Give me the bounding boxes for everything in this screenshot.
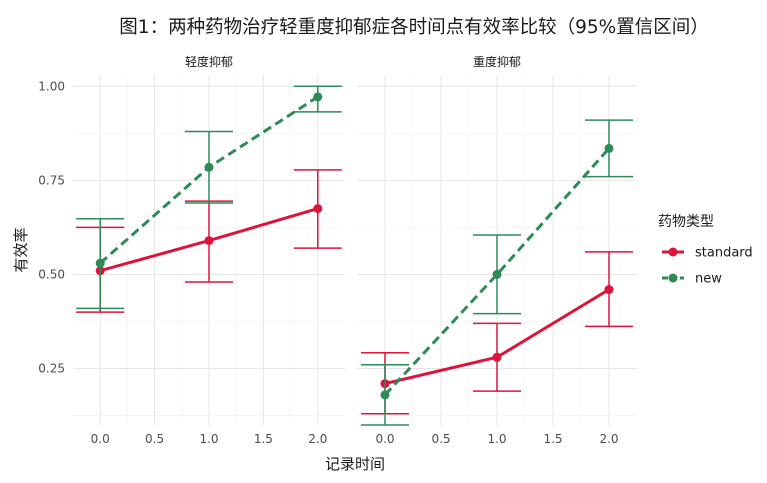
x-tick-label: 1.0 [487, 432, 506, 446]
x-tick-label: 0.0 [91, 432, 110, 446]
legend-entry-new: new [662, 272, 722, 287]
legend-label: standard [695, 246, 753, 261]
legend-key-point [668, 247, 678, 257]
data-point [95, 258, 105, 268]
y-tick-label: 0.50 [38, 267, 65, 281]
series-new [361, 119, 633, 426]
data-point [204, 162, 214, 172]
data-point [604, 285, 614, 295]
legend-entry-standard: standard [662, 246, 753, 261]
y-tick-label: 0.75 [38, 173, 65, 187]
x-tick-label: 2.0 [308, 432, 327, 446]
x-tick-label: 0.5 [145, 432, 164, 446]
x-tick-label: 0.5 [431, 432, 450, 446]
y-tick-label: 1.00 [38, 79, 65, 93]
y-axis-title: 有效率 [12, 227, 30, 272]
legend-key-point [668, 273, 678, 283]
data-point [313, 204, 323, 214]
data-point [492, 352, 502, 362]
panel-strip-label: 轻度抑郁 [185, 54, 233, 69]
data-point [313, 92, 323, 102]
panel-strip-label: 重度抑郁 [473, 54, 521, 69]
series-new [76, 85, 342, 310]
legend: 药物类型 standard new [658, 214, 753, 287]
x-tick-label: 0.0 [375, 432, 394, 446]
chart-title: 图1：两种药物治疗轻重度抑郁症各时间点有效率比较（95%置信区间） [119, 17, 708, 38]
x-axis-title: 记录时间 [325, 455, 385, 473]
y-tick-label: 0.25 [38, 362, 65, 376]
x-tick-label: 1.5 [254, 432, 273, 446]
x-tick-label: 1.0 [199, 432, 218, 446]
x-tick-label: 2.0 [599, 432, 618, 446]
data-point [380, 390, 390, 400]
legend-title: 药物类型 [658, 214, 714, 230]
panel-1: 轻度抑郁 0.0 0.5 1.0 1.5 2.0 0.25 0.50 0.75 1.00 [38, 54, 345, 446]
panel-2: 重度抑郁 0.0 0.5 1.0 1.5 2.0 [357, 54, 637, 446]
data-point [204, 236, 214, 246]
data-point [604, 143, 614, 153]
legend-label: new [695, 272, 722, 287]
data-point [492, 269, 502, 279]
x-tick-label: 1.5 [543, 432, 562, 446]
